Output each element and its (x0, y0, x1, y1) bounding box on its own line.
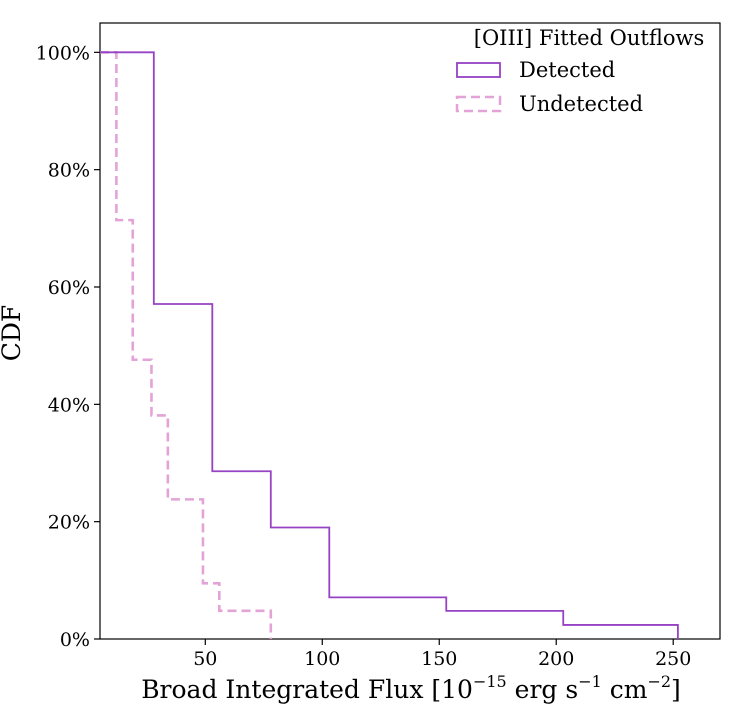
y-tick-label: 40% (48, 394, 90, 416)
y-axis-label: CDF (0, 305, 26, 362)
plot-frame (99, 22, 721, 640)
y-tick-label: 60% (48, 277, 90, 299)
legend: [OIII] Fitted Outflows Detected Undetect… (455, 26, 704, 116)
legend-label-detected: Detected (519, 58, 615, 82)
legend-label-undetected: Undetected (519, 92, 643, 116)
legend-swatch-detected (456, 62, 501, 78)
y-tick-label: 20% (48, 512, 90, 534)
x-tick-label: 100 (304, 648, 340, 670)
y-tick-label: 100% (36, 42, 90, 64)
x-axis-label: Broad Integrated Flux [10−15 erg s−1 cm−… (141, 672, 681, 704)
series-line-detected (100, 51, 679, 639)
series-line-undetected (100, 51, 273, 639)
series-layer (100, 51, 679, 639)
legend-swatch-undetected (455, 95, 502, 113)
x-tick-label: 200 (538, 648, 574, 670)
x-tick-label: 250 (655, 648, 691, 670)
x-tick-label: 50 (193, 648, 217, 670)
legend-title: [OIII] Fitted Outflows (474, 26, 704, 50)
y-tick-label: 80% (48, 160, 90, 182)
y-tick-label: 0% (60, 629, 90, 651)
x-tick-label: 150 (421, 648, 457, 670)
axis-ticks: 50 100 150 200 250 0% 20% 40% 60% 80% 100% (36, 42, 692, 670)
